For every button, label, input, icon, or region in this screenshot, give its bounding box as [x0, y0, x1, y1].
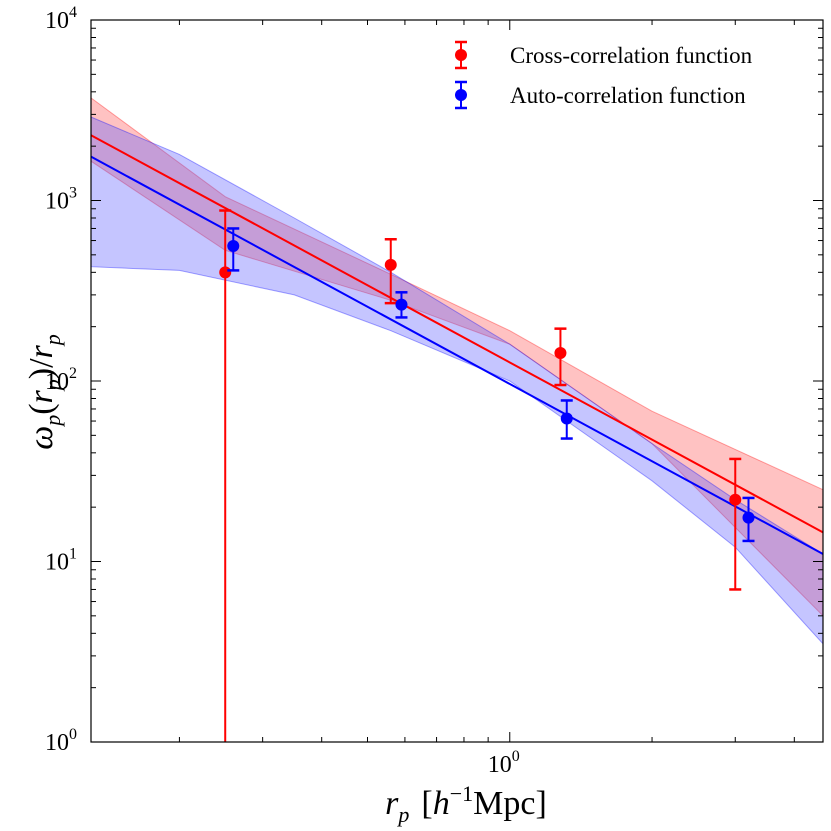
data-point-series-0-2 — [554, 327, 567, 387]
marker — [560, 412, 573, 425]
tick-exponent: 2 — [69, 365, 77, 382]
marker — [554, 346, 567, 359]
legend-label: Cross-correlation function — [510, 43, 753, 68]
tick-exponent: 3 — [69, 185, 77, 202]
legend-entry-0: Cross-correlation function — [455, 40, 753, 70]
axis-ticks — [91, 19, 823, 743]
marker — [395, 298, 408, 311]
data-point-series-0-3 — [729, 457, 742, 591]
data-point-series-1-2 — [560, 399, 573, 440]
legend: Cross-correlation function Auto-correlati… — [455, 40, 753, 110]
marker — [227, 239, 240, 252]
confidence-bands — [90, 96, 824, 646]
tick-exponent: 1 — [69, 546, 77, 563]
tick-base: 10 — [488, 752, 512, 778]
y-label-r: r — [23, 389, 60, 403]
x-label-sup: −1 — [450, 781, 473, 806]
tick-exponent: 0 — [512, 748, 520, 765]
tick-exponent: 0 — [69, 726, 77, 743]
tick-base: 10 — [45, 550, 69, 576]
band-series-1 — [90, 116, 824, 646]
tick-base: 10 — [45, 8, 69, 34]
marker — [742, 511, 755, 524]
y-tick-label: 100 — [45, 726, 77, 756]
y-tick-label: 104 — [45, 4, 77, 34]
tick-exponent: 4 — [69, 4, 77, 21]
x-axis-label: rp [h−1Mpc] — [385, 781, 547, 827]
x-label-bracket-open: [ — [421, 785, 432, 822]
fit-line-series-0 — [90, 134, 824, 534]
data-point-series-0-1 — [384, 237, 397, 305]
x-label-unit: Mpc — [473, 785, 535, 822]
tick-base: 10 — [45, 730, 69, 756]
y-axis-label: ωp(rp)/rp — [23, 334, 65, 450]
y-label-open: ( — [23, 403, 60, 414]
tick-base: 10 — [45, 369, 69, 395]
legend-entry-1: Auto-correlation function — [455, 80, 746, 110]
fit-lines — [90, 134, 824, 555]
x-label-main: r — [385, 785, 399, 822]
marker — [384, 258, 397, 271]
legend-marker — [455, 89, 467, 101]
data-point-series-1-3 — [742, 496, 755, 543]
y-label-close: )/ — [23, 358, 60, 379]
fit-line-series-1 — [90, 155, 824, 555]
y-label-sub2: p — [40, 379, 65, 392]
tick-base: 10 — [45, 189, 69, 215]
data-point-series-0-0 — [219, 209, 232, 742]
data-points — [219, 209, 755, 742]
x-tick-label: 100 — [488, 748, 520, 778]
legend-marker — [455, 49, 467, 61]
marker — [729, 493, 742, 506]
y-tick-label: 101 — [45, 546, 77, 576]
y-label-r2: r — [23, 344, 60, 358]
y-tick-label: 102 — [45, 365, 77, 395]
x-label-bracket-close: ] — [535, 785, 546, 822]
data-point-series-1-0 — [227, 227, 240, 272]
plot-frame — [90, 19, 824, 743]
marker — [219, 266, 232, 279]
y-label-sub3: p — [40, 334, 65, 347]
data-point-series-1-1 — [395, 291, 408, 319]
y-label-sub1: p — [40, 415, 65, 428]
y-tick-label: 103 — [45, 185, 77, 215]
x-label-var: h — [433, 785, 450, 822]
x-label-sub: p — [396, 802, 409, 827]
legend-label: Auto-correlation function — [510, 83, 746, 108]
y-label-omega: ω — [23, 426, 60, 450]
